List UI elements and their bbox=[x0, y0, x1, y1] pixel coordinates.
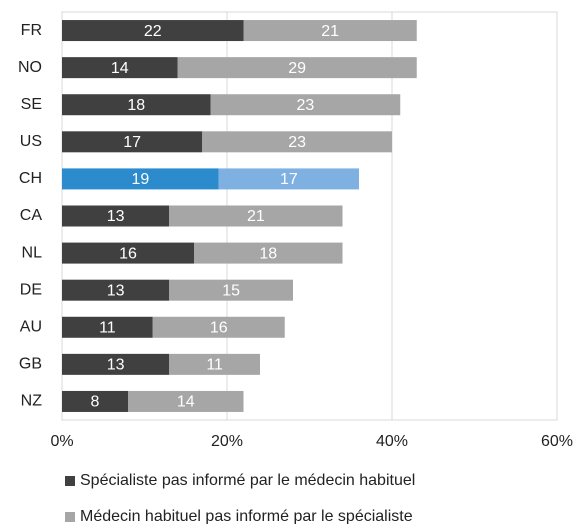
bar bbox=[152, 316, 285, 338]
bar bbox=[169, 353, 260, 375]
value-label: 23 bbox=[296, 97, 314, 114]
bar bbox=[62, 353, 170, 375]
bar bbox=[62, 279, 170, 301]
bar bbox=[202, 131, 392, 153]
value-label: 13 bbox=[107, 282, 125, 299]
bar bbox=[128, 390, 244, 412]
x-tick-label: 60% bbox=[541, 433, 573, 450]
bar bbox=[62, 316, 153, 338]
y-tick-label: NL bbox=[22, 244, 43, 261]
value-label: 18 bbox=[127, 97, 145, 114]
y-tick-label: AU bbox=[20, 318, 42, 335]
value-label: 14 bbox=[177, 394, 195, 411]
legend-label: Médecin habituel pas informé par le spéc… bbox=[80, 508, 413, 524]
y-tick-label: US bbox=[20, 133, 42, 150]
y-tick-label: NZ bbox=[21, 393, 43, 410]
bar bbox=[218, 168, 359, 190]
value-label: 14 bbox=[111, 60, 129, 77]
bar bbox=[62, 131, 203, 153]
legend-swatch bbox=[65, 512, 75, 522]
value-label: 22 bbox=[144, 23, 162, 40]
value-label: 16 bbox=[119, 245, 137, 262]
value-label: 8 bbox=[91, 394, 100, 411]
y-tick-label: FR bbox=[21, 22, 42, 39]
bar bbox=[243, 20, 417, 42]
x-tick-label: 20% bbox=[211, 433, 243, 450]
legend-label: Spécialiste pas informé par le médecin h… bbox=[80, 472, 415, 489]
value-label: 17 bbox=[123, 134, 141, 151]
x-tick-label: 40% bbox=[376, 433, 408, 450]
bar bbox=[62, 94, 211, 116]
value-label: 18 bbox=[259, 245, 277, 262]
value-label: 11 bbox=[99, 319, 116, 336]
value-label: 21 bbox=[321, 23, 339, 40]
value-label: 16 bbox=[210, 319, 228, 336]
bar bbox=[62, 57, 178, 79]
bar bbox=[169, 279, 293, 301]
x-tick-label: 0% bbox=[50, 433, 73, 450]
y-tick-label: SE bbox=[21, 96, 42, 113]
bar bbox=[62, 390, 128, 412]
value-label: 13 bbox=[107, 357, 125, 374]
bar bbox=[210, 94, 401, 116]
bar bbox=[177, 57, 417, 79]
value-label: 15 bbox=[222, 282, 240, 299]
value-label: 23 bbox=[288, 134, 306, 151]
value-label: 13 bbox=[107, 208, 125, 225]
y-tick-label: CA bbox=[20, 207, 43, 224]
bar bbox=[62, 242, 194, 264]
bar bbox=[62, 168, 219, 190]
bar bbox=[62, 205, 170, 227]
bar bbox=[194, 242, 343, 264]
value-label: 19 bbox=[131, 171, 149, 188]
y-tick-label: NO bbox=[18, 59, 42, 76]
value-label: 11 bbox=[206, 357, 223, 374]
value-label: 21 bbox=[247, 208, 265, 225]
y-tick-label: CH bbox=[19, 170, 42, 187]
legend-swatch bbox=[65, 476, 75, 486]
y-tick-label: DE bbox=[20, 281, 42, 298]
value-label: 17 bbox=[280, 171, 298, 188]
bar bbox=[62, 20, 244, 42]
value-label: 29 bbox=[288, 60, 306, 77]
y-tick-label: GB bbox=[19, 356, 42, 373]
bar bbox=[169, 205, 343, 227]
